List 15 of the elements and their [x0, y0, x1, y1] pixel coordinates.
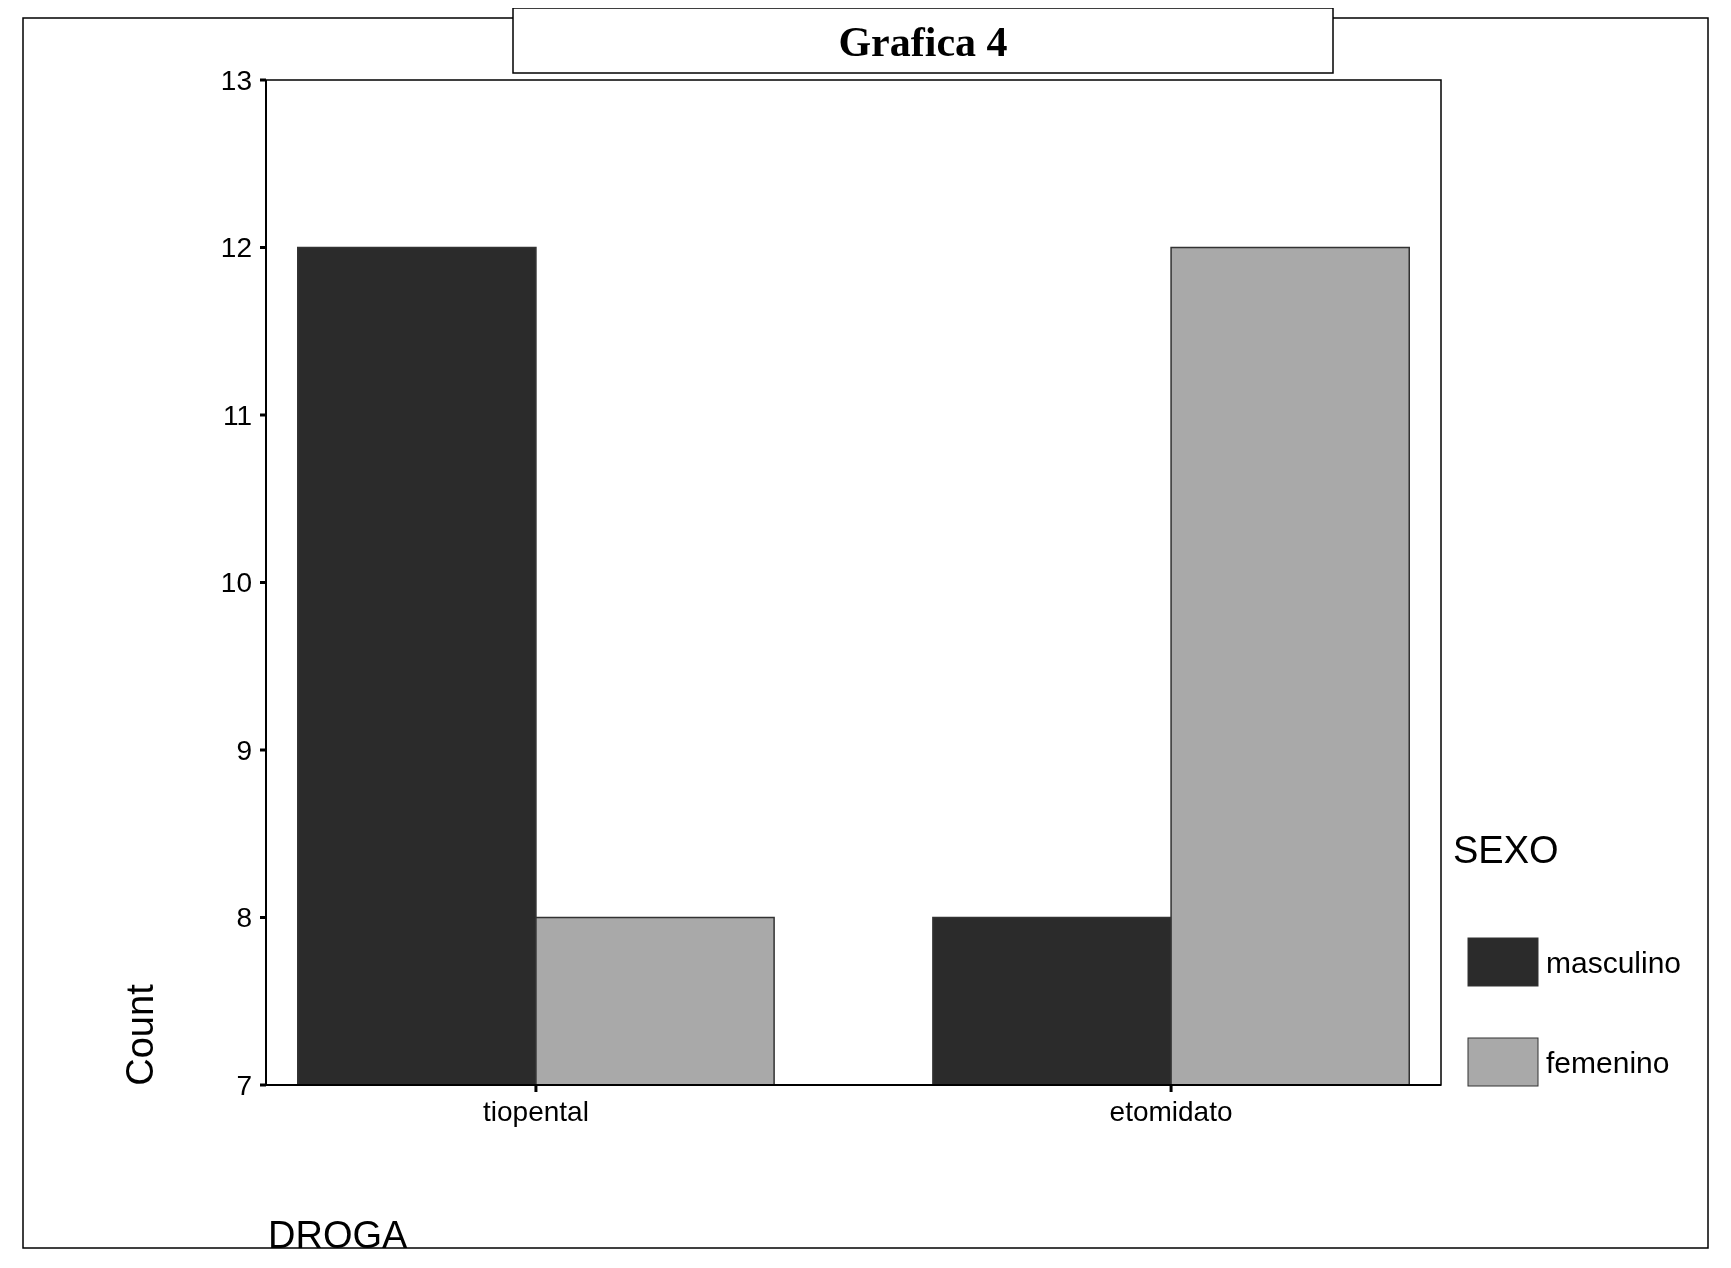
y-tick-label: 10 — [220, 567, 252, 599]
x-tick-label: tiopental — [482, 1096, 589, 1127]
y-tick-label: 8 — [236, 902, 252, 934]
x-axis-title: DROGA — [268, 1214, 408, 1256]
legend-title: SEXO — [1453, 829, 1559, 871]
x-tick-label: etomidato — [1109, 1096, 1233, 1127]
y-tick-label: 11 — [222, 399, 252, 431]
y-tick-label: 9 — [236, 734, 252, 766]
legend-label: femenino — [1546, 1045, 1670, 1079]
legend-label: masculino — [1546, 945, 1682, 979]
chart-title: Grafica 4 — [838, 19, 1008, 65]
y-axis-title: Count — [119, 983, 161, 1086]
y-tick-label: 13 — [220, 64, 252, 96]
y-tick-label: 12 — [220, 232, 252, 264]
y-tick-label: 7 — [236, 1069, 252, 1101]
